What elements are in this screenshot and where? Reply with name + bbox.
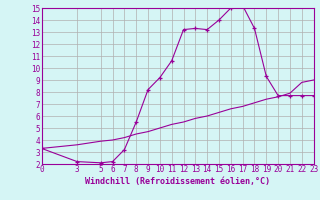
X-axis label: Windchill (Refroidissement éolien,°C): Windchill (Refroidissement éolien,°C) [85,177,270,186]
